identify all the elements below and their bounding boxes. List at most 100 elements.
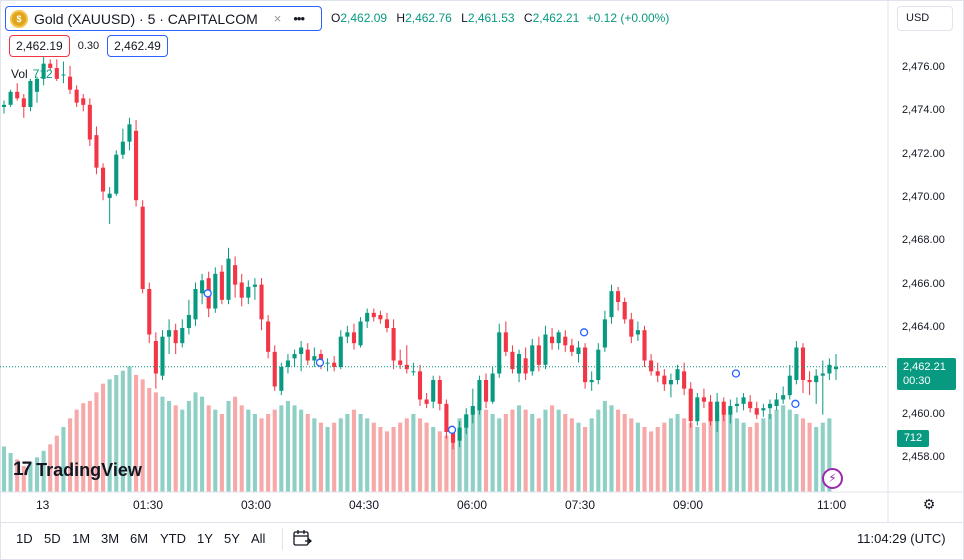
- volume-bar: [101, 383, 106, 492]
- candle-body: [622, 302, 627, 320]
- trade-buttons: 2,462.19 0.30 2,462.49: [9, 35, 168, 57]
- volume-bar: [444, 435, 449, 492]
- volume-bar: [787, 409, 792, 492]
- candle-body: [490, 373, 495, 402]
- candle-body: [259, 284, 264, 320]
- tradingview-logo-mark: 17: [13, 459, 32, 480]
- volume-bar: [800, 418, 806, 492]
- date-range-calendar-icon[interactable]: [291, 528, 313, 548]
- volume-bar: [371, 422, 376, 492]
- candle-body: [120, 141, 125, 155]
- candle-body: [153, 341, 158, 374]
- candle-body: [470, 406, 475, 415]
- time-tick-label: 04:30: [349, 498, 380, 512]
- volume-bar: [186, 401, 191, 492]
- candle-body: [800, 347, 806, 380]
- range-button-5d[interactable]: 5D: [44, 531, 61, 546]
- candle-body: [147, 289, 152, 335]
- volume-bar: [21, 466, 26, 492]
- range-button-1m[interactable]: 1M: [72, 531, 91, 546]
- volume-bar: [477, 405, 482, 492]
- volume-bar: [312, 418, 317, 492]
- candle-body: [814, 375, 819, 383]
- tradingview-logo[interactable]: 17 TradingView: [13, 459, 142, 481]
- candle-body: [358, 321, 363, 346]
- volume-bar: [279, 405, 284, 492]
- candle-body: [556, 332, 561, 344]
- candle-body: [134, 130, 139, 201]
- candle-body: [114, 154, 119, 194]
- candle-body: [748, 401, 753, 409]
- price-tick-label: 2,466.00: [902, 277, 945, 290]
- candle-body: [563, 336, 568, 346]
- volume-bar: [602, 401, 607, 492]
- volume-bar: [345, 414, 350, 492]
- candle-body: [107, 193, 112, 198]
- range-button-5y[interactable]: 5Y: [224, 531, 240, 546]
- event-marker: [315, 358, 325, 367]
- time-tick-label: 06:00: [457, 498, 488, 512]
- close-icon[interactable]: ×: [273, 11, 282, 26]
- candle-body: [404, 364, 409, 370]
- last-price-tag: 2,462.21 00:30: [897, 358, 956, 390]
- volume-bar: [820, 422, 825, 492]
- close-label: C: [523, 11, 533, 25]
- price-tick-label: 2,476.00: [902, 61, 945, 73]
- range-button-1d[interactable]: 1D: [16, 531, 33, 546]
- range-button-ytd[interactable]: YTD: [160, 531, 186, 546]
- candle-body: [589, 380, 594, 383]
- close-value: 2,462.21: [532, 11, 580, 25]
- volume-bar: [556, 409, 561, 492]
- volume-bar: [701, 422, 706, 492]
- candle-body: [424, 399, 429, 404]
- symbol-selector[interactable]: $ Gold (XAUUSD) · 5 · CAPITALCOM × •••: [5, 6, 322, 31]
- currency-selector[interactable]: USD: [897, 6, 953, 31]
- volume-bar: [365, 418, 370, 492]
- candle-body: [833, 366, 839, 370]
- candle-body: [602, 319, 607, 348]
- low-value: 2,461.53: [467, 11, 515, 25]
- volume-bar: [160, 396, 165, 492]
- volume-bar: [74, 409, 79, 492]
- candle-body: [239, 282, 244, 298]
- range-button-3m[interactable]: 3M: [101, 531, 120, 546]
- volume-bar: [8, 453, 13, 492]
- buy-price-button[interactable]: 2,462.49: [107, 35, 168, 57]
- candle-body: [569, 345, 574, 352]
- candle-body: [642, 330, 647, 361]
- candle-body: [668, 380, 673, 385]
- volume-bar: [358, 414, 363, 492]
- bar-countdown: 00:30: [903, 375, 931, 387]
- range-button-all[interactable]: All: [251, 531, 266, 546]
- price-tick-label: 2,464.00: [902, 321, 945, 333]
- volume-bar: [404, 418, 409, 492]
- more-options-icon[interactable]: •••: [293, 11, 305, 26]
- candle-body: [193, 289, 198, 320]
- settings-gear-icon[interactable]: ⚙: [922, 496, 936, 512]
- event-lightning-icon[interactable]: ⚡: [822, 468, 843, 489]
- volume-bar: [81, 403, 86, 492]
- volume-bar: [675, 414, 680, 492]
- volume-bar: [226, 401, 231, 492]
- candle-body: [391, 328, 396, 361]
- volume-bar: [563, 414, 568, 492]
- sell-price-button[interactable]: 2,462.19: [9, 35, 70, 57]
- candle-body: [477, 380, 482, 411]
- volume-bar: [167, 401, 172, 492]
- ohlc-readout: O2,462.09 H2,462.76 L2,461.53 C2,462.21 …: [331, 11, 669, 25]
- range-button-6m[interactable]: 6M: [130, 531, 149, 546]
- candle-body: [450, 432, 456, 443]
- volume-bar: [193, 392, 198, 492]
- candle-body: [827, 364, 832, 374]
- range-button-1y[interactable]: 1Y: [197, 531, 213, 546]
- volume-bar: [543, 409, 548, 492]
- candle-body: [741, 397, 746, 404]
- volume-bar: [114, 375, 119, 492]
- volume-bar: [411, 414, 416, 492]
- volume-bar: [147, 388, 152, 492]
- candle-body: [167, 330, 172, 337]
- candle-body: [54, 68, 59, 79]
- candle-body: [285, 360, 290, 367]
- utc-clock[interactable]: 11:04:29 (UTC): [857, 531, 946, 546]
